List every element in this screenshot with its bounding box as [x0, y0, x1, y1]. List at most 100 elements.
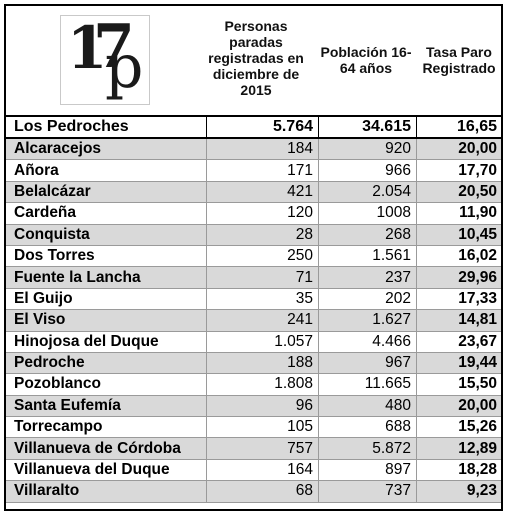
- column-divider: [318, 417, 319, 438]
- column-divider: [416, 267, 417, 288]
- row-name: Torrecampo: [14, 418, 103, 436]
- row-tasa: 20,50: [458, 182, 497, 200]
- table-body: Los Pedroches 5.764 34.615 16,65 Alcarac…: [6, 117, 501, 503]
- column-divider: [206, 352, 207, 374]
- row-poblacion: 737: [385, 482, 411, 500]
- row-poblacion: 5.872: [372, 439, 411, 457]
- column-divider: [416, 331, 417, 352]
- column-divider: [206, 139, 207, 160]
- column-divider: [416, 181, 417, 203]
- header-poblacion: Población 16-64 años: [320, 44, 412, 76]
- table-row: El Guijo 35 202 17,33: [6, 288, 501, 311]
- table-row: Hinojosa del Duque 1.057 4.466 23,67: [6, 331, 501, 353]
- column-divider: [206, 117, 207, 137]
- column-divider: [318, 481, 319, 502]
- table-row: Pozoblanco 1.808 11.665 15,50: [6, 374, 501, 396]
- row-name: Hinojosa del Duque: [14, 332, 159, 350]
- column-divider: [416, 203, 417, 224]
- row-name: Conquista: [14, 225, 90, 243]
- column-divider: [206, 267, 207, 288]
- row-parados: 188: [287, 354, 313, 372]
- row-name: El Viso: [14, 311, 66, 329]
- row-poblacion: 967: [385, 354, 411, 372]
- column-divider: [416, 459, 417, 481]
- row-tasa: 17,33: [458, 289, 497, 307]
- column-divider: [416, 224, 417, 245]
- column-divider: [206, 181, 207, 203]
- row-name: Villanueva de Córdoba: [14, 439, 181, 457]
- table-row: Villaralto 68 737 9,23: [6, 481, 501, 503]
- column-divider: [206, 160, 207, 181]
- row-name: Villanueva del Duque: [14, 461, 170, 479]
- row-name: El Guijo: [14, 289, 73, 307]
- row-poblacion: 688: [385, 418, 411, 436]
- column-divider: [206, 438, 207, 459]
- row-tasa: 23,67: [458, 332, 497, 350]
- row-tasa: 10,45: [458, 225, 497, 243]
- row-tasa: 12,89: [458, 439, 497, 457]
- column-divider: [416, 352, 417, 374]
- row-name: Villaralto: [14, 482, 80, 500]
- row-parados: 241: [287, 311, 313, 329]
- column-divider: [318, 245, 319, 267]
- row-poblacion: 966: [385, 161, 411, 179]
- column-divider: [416, 160, 417, 181]
- total-tasa: 16,65: [456, 118, 497, 135]
- column-divider: [416, 417, 417, 438]
- column-divider: [416, 438, 417, 459]
- row-parados: 68: [295, 482, 313, 500]
- row-poblacion: 897: [385, 461, 411, 479]
- table-row: Dos Torres 250 1.561 16,02: [6, 245, 501, 268]
- column-divider: [206, 374, 207, 395]
- row-tasa: 11,90: [459, 204, 497, 222]
- column-divider: [318, 224, 319, 245]
- row-name: Pozoblanco: [14, 375, 101, 393]
- column-divider: [318, 438, 319, 459]
- column-divider: [416, 481, 417, 502]
- column-divider: [416, 139, 417, 160]
- table-row: Añora 171 966 17,70: [6, 160, 501, 182]
- column-divider: [206, 245, 207, 267]
- column-divider: [416, 117, 417, 137]
- row-name: Añora: [14, 161, 59, 179]
- column-divider: [206, 203, 207, 224]
- total-name: Los Pedroches: [14, 118, 129, 135]
- table-row: Pedroche 188 967 19,44: [6, 352, 501, 375]
- table-header: 1 7 p Personas paradas registradas en di…: [6, 6, 501, 117]
- column-divider: [206, 288, 207, 310]
- column-divider: [318, 310, 319, 331]
- header-tasa: Tasa Paro Registrado: [422, 44, 496, 76]
- logo-digit-1: 1: [67, 15, 108, 82]
- table-row: Torrecampo 105 688 15,26: [6, 417, 501, 439]
- row-tasa: 16,02: [458, 247, 497, 265]
- row-poblacion: 202: [385, 289, 411, 307]
- row-poblacion: 1.561: [372, 247, 411, 265]
- row-parados: 184: [287, 140, 313, 158]
- column-divider: [206, 224, 207, 245]
- column-divider: [318, 181, 319, 203]
- row-name: Alcaracejos: [14, 140, 102, 158]
- column-divider: [318, 160, 319, 181]
- row-poblacion: 2.054: [372, 182, 411, 200]
- total-parados: 5.764: [272, 118, 313, 135]
- column-divider: [318, 117, 319, 137]
- column-divider: [206, 310, 207, 331]
- table-row: Villanueva de Córdoba 757 5.872 12,89: [6, 438, 501, 460]
- row-poblacion: 920: [385, 140, 411, 158]
- column-divider: [318, 203, 319, 224]
- row-parados: 28: [295, 225, 313, 243]
- row-name: Dos Torres: [14, 247, 95, 265]
- total-poblacion: 34.615: [362, 118, 411, 135]
- column-divider: [416, 245, 417, 267]
- column-divider: [318, 395, 319, 417]
- row-poblacion: 480: [385, 396, 411, 414]
- column-divider: [206, 395, 207, 417]
- column-divider: [318, 459, 319, 481]
- row-poblacion: 1.627: [372, 311, 411, 329]
- row-parados: 105: [287, 418, 313, 436]
- row-parados: 120: [287, 204, 313, 222]
- row-poblacion: 4.466: [372, 332, 411, 350]
- row-name: Santa Eufemía: [14, 396, 121, 414]
- column-divider: [318, 352, 319, 374]
- column-divider: [416, 310, 417, 331]
